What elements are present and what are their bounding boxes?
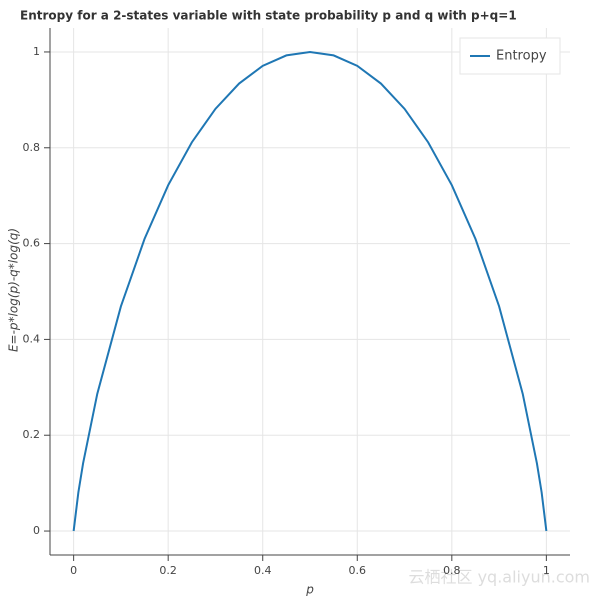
chart-title: Entropy for a 2-states variable with sta… [20, 9, 517, 23]
y-tick-label: 0.4 [23, 332, 41, 345]
watermark: 云栖社区 yq.aliyun.com [408, 568, 590, 587]
x-tick-label: 0.6 [349, 564, 367, 577]
x-tick-label: 0.8 [443, 564, 461, 577]
y-tick-label: 0.6 [23, 237, 41, 250]
y-tick-label: 0 [33, 524, 40, 537]
y-axis-label: E=-p*log(p)-q*log(q) [7, 228, 21, 352]
x-tick-label: 0 [70, 564, 77, 577]
y-tick-label: 1 [33, 45, 40, 58]
x-tick-label: 1 [543, 564, 550, 577]
y-tick-label: 0.2 [23, 428, 41, 441]
x-tick-label: 0.4 [254, 564, 272, 577]
x-axis-label: p [305, 583, 314, 597]
legend-label: Entropy [496, 49, 547, 64]
entropy-line [72, 50, 548, 532]
y-tick-label: 0.8 [23, 141, 41, 154]
x-tick-label: 0.2 [159, 564, 177, 577]
